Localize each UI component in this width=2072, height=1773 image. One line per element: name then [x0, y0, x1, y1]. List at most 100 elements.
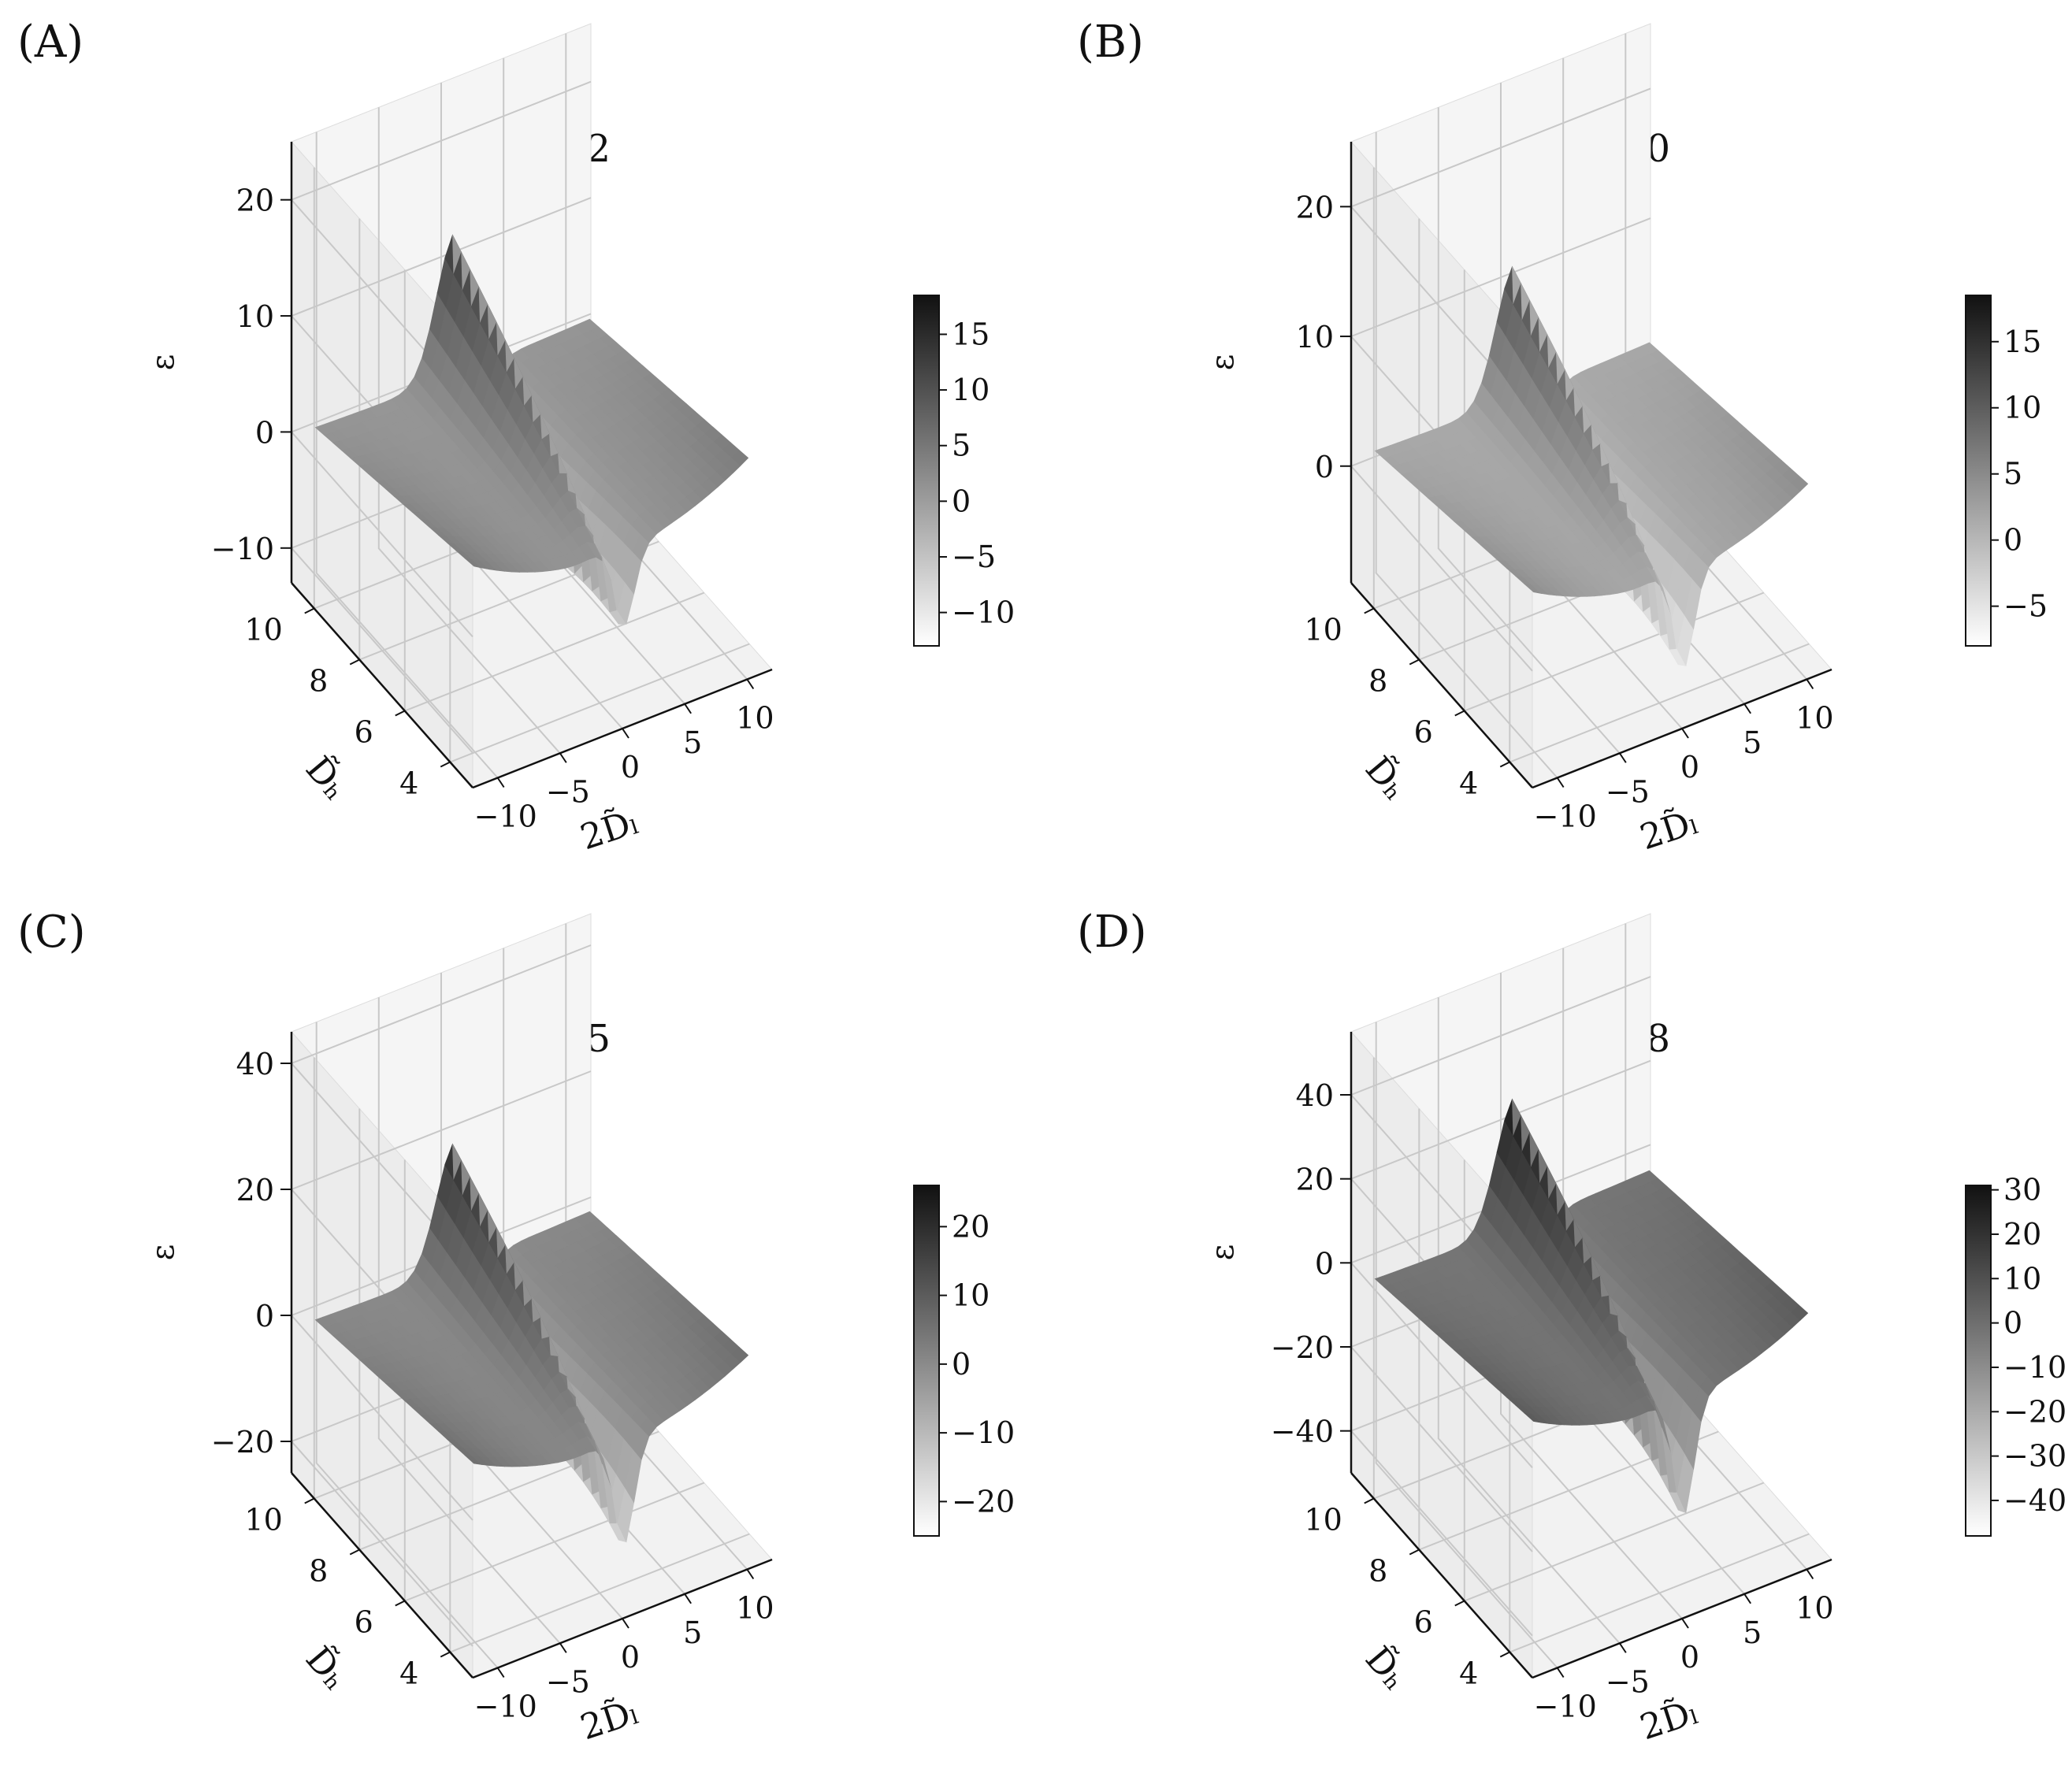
z-tick-label: 40 — [1296, 1078, 1334, 1113]
y-tick — [1409, 658, 1420, 666]
x-tick — [1681, 728, 1689, 739]
x-tick — [1743, 703, 1751, 714]
z-tick-label: 10 — [236, 299, 274, 334]
colorbar-tick-label: 0 — [952, 1347, 971, 1382]
surface-patch — [1791, 475, 1809, 492]
x-tick-label: −5 — [546, 1664, 590, 1699]
x-tick-label: 0 — [1680, 750, 1699, 784]
y-tick — [1454, 1600, 1465, 1607]
y-tick-label: 8 — [1368, 1554, 1387, 1589]
colorbar: −20 −10 0 10 20 — [913, 1185, 1015, 1537]
colorbar-gradient — [913, 1185, 940, 1537]
z-tick-label: 20 — [1296, 190, 1334, 224]
colorbar-tick-label: 10 — [2003, 1261, 2041, 1296]
y-tick — [1454, 710, 1465, 717]
z-tick-label: 0 — [1315, 450, 1334, 484]
x-tick — [1806, 1568, 1814, 1580]
grid-line — [1437, 107, 1621, 754]
colorbar-tick-label: −10 — [2003, 1350, 2066, 1385]
y-tick-label: 10 — [1304, 1503, 1342, 1537]
z-tick-label: 20 — [236, 1173, 274, 1207]
colorbar-tick-label: 0 — [2003, 1306, 2022, 1341]
x-tick-label: 0 — [621, 750, 640, 784]
colorbar-tick-label: 10 — [952, 1278, 990, 1313]
y-axis-label: D̃ₕ — [298, 1638, 358, 1698]
surface — [314, 1143, 749, 1543]
colorbar-tick-label: −20 — [952, 1484, 1015, 1519]
colorbar: −5 0 5 10 15 — [1965, 295, 2048, 647]
x-tick-label: 0 — [621, 1640, 640, 1675]
y-tick-label: 8 — [309, 1554, 328, 1589]
colorbar-gradient — [1965, 1185, 1992, 1537]
y-tick — [440, 1651, 451, 1658]
grid-line — [315, 1022, 499, 1669]
surface — [1374, 1098, 1809, 1514]
panel-label: (D) — [1077, 907, 1147, 958]
y-tick-label: 4 — [399, 1656, 418, 1691]
x-tick-label: 0 — [1680, 1640, 1699, 1675]
colorbar-tick-label: 5 — [952, 428, 971, 463]
z-axis-label: ε — [145, 354, 181, 371]
surface-patch — [1791, 1304, 1809, 1321]
z-tick-label: 40 — [236, 1047, 274, 1081]
x-tick-label: −5 — [1606, 1664, 1650, 1699]
z-axis-label: ε — [1205, 354, 1241, 371]
x-tick-label: −10 — [1534, 799, 1597, 834]
colorbar-tick-label: 30 — [2003, 1173, 2041, 1207]
colorbar-tick-label: −10 — [952, 595, 1015, 630]
x-tick — [746, 1568, 755, 1580]
y-tick — [1364, 1497, 1375, 1504]
colorbar-tick-label: 20 — [2003, 1217, 2041, 1252]
colorbar-tick-label: 20 — [952, 1209, 990, 1244]
x-tick-label: 5 — [1743, 1615, 1762, 1650]
surface-patch — [731, 450, 749, 466]
y-tick-label: 8 — [309, 664, 328, 699]
panel-1: (B)r̃ = 1.0−10−5051046810010202D̃ₗD̃ₕε−5… — [1077, 17, 2048, 858]
colorbar-tick-label: 10 — [2003, 391, 2041, 425]
surface — [314, 234, 749, 625]
y-tick-label: 6 — [1414, 1605, 1433, 1640]
y-axis-label: D̃ₕ — [1357, 748, 1417, 808]
z-tick-label: −20 — [211, 1425, 274, 1460]
x-tick — [1743, 1593, 1751, 1604]
y-tick — [1499, 1651, 1510, 1658]
x-tick-label: −5 — [1606, 774, 1650, 809]
colorbar-gradient — [913, 295, 940, 647]
x-tick — [746, 678, 755, 690]
x-tick — [684, 1593, 692, 1604]
x-tick — [1556, 777, 1565, 788]
panel-0: (A)r̃ = 0.2−10−5051046810−10010202D̃ₗD̃ₕ… — [17, 17, 1015, 858]
y-tick-label: 6 — [1414, 715, 1433, 750]
x-tick — [684, 703, 692, 714]
x-tick-label: −5 — [546, 774, 590, 809]
colorbar-gradient — [1965, 295, 1992, 647]
y-tick — [349, 658, 360, 666]
z-tick-label: −10 — [211, 532, 274, 566]
y-axis-line — [1350, 582, 1533, 788]
x-tick-label: 5 — [1743, 725, 1762, 760]
x-tick — [559, 752, 567, 763]
surface — [1374, 265, 1809, 667]
x-tick — [496, 777, 505, 788]
grid-line — [377, 997, 561, 1644]
surface-patch — [731, 1347, 749, 1363]
y-tick-label: 6 — [355, 715, 373, 750]
colorbar-tick-label: −40 — [2003, 1483, 2066, 1518]
colorbar-tick-label: −5 — [952, 540, 996, 574]
colorbar-tick-label: −5 — [2003, 589, 2048, 624]
y-tick — [395, 1600, 406, 1607]
colorbar-tick-label: −20 — [2003, 1394, 2066, 1429]
z-tick-label: 0 — [1315, 1246, 1334, 1281]
y-axis-line — [291, 1472, 473, 1678]
x-tick-label: 10 — [736, 701, 774, 736]
panel-label: (C) — [17, 907, 86, 958]
y-axis-label: D̃ₕ — [298, 748, 358, 808]
z-axis-label: ε — [1205, 1244, 1241, 1261]
x-tick-label: −10 — [474, 799, 537, 834]
x-tick — [1806, 678, 1814, 690]
x-tick — [622, 1618, 629, 1629]
colorbar-tick-label: 15 — [952, 317, 990, 351]
x-tick — [1619, 752, 1627, 763]
x-tick — [622, 728, 629, 739]
